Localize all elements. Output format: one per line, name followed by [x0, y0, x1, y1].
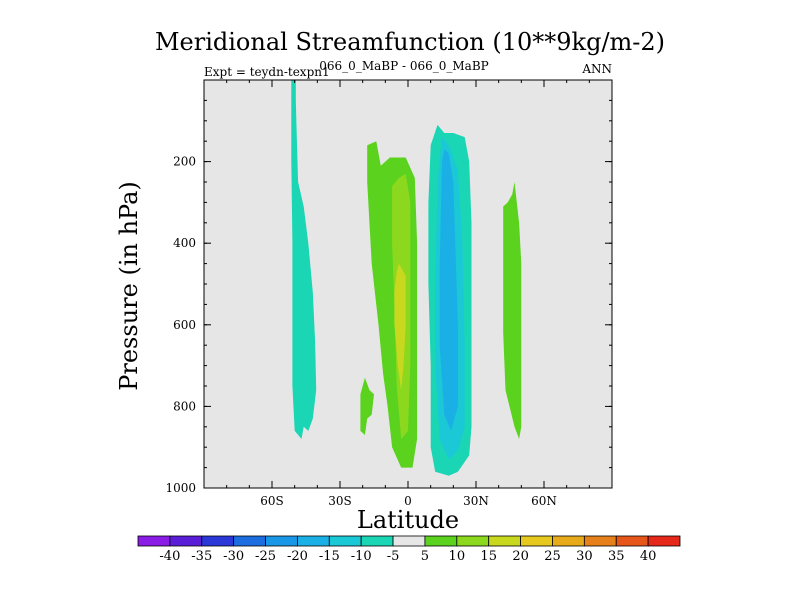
x-axis-title: Latitude	[357, 506, 459, 534]
colorbar-swatch	[647, 535, 681, 547]
y-tick-label: 400	[173, 236, 196, 250]
colorbar-label: 40	[640, 549, 657, 564]
y-tick-label: 200	[173, 155, 196, 169]
colorbar-label: -5	[387, 549, 400, 564]
x-axis: 60S 30S 0 30N 60N	[260, 80, 557, 508]
x-tick-label: 60S	[260, 494, 284, 508]
y-axis-title: Pressure (in hPa)	[115, 181, 143, 391]
colorbar-swatch	[615, 535, 649, 547]
colorbar-label: 30	[576, 549, 593, 564]
chart-subtitle-right: ANN	[581, 62, 612, 76]
colorbar-swatch	[456, 535, 490, 547]
contour-regions	[291, 80, 522, 476]
contour-region-cell-equator-15	[394, 263, 406, 391]
colorbar-label: 5	[421, 549, 429, 564]
colorbar-swatch	[392, 535, 426, 547]
colorbar-swatch	[137, 535, 171, 547]
colorbar-label: -35	[191, 549, 212, 564]
colorbar-label: -40	[159, 549, 180, 564]
colorbar-label: -20	[287, 549, 308, 564]
colorbar-label: 15	[480, 549, 497, 564]
colorbar-swatch	[297, 535, 330, 547]
y-tick-label: 800	[173, 399, 196, 413]
chart-title: Meridional Streamfunction (10**9kg/m-2)	[155, 28, 665, 56]
contour-region-cell-60s	[291, 80, 317, 439]
colorbar-swatch	[583, 535, 617, 547]
colorbar-label: -30	[223, 549, 244, 564]
colorbar-label: -25	[255, 549, 276, 564]
x-tick-label: 30S	[328, 494, 352, 508]
colorbar-swatch	[360, 535, 394, 547]
y-tick-label: 1000	[165, 481, 196, 495]
x-tick-label: 30N	[463, 494, 489, 508]
chart-subtitle-center: 066_0_MaBP - 066_0_MaBP	[319, 59, 488, 73]
colorbar-label: 20	[512, 549, 529, 564]
chart-subtitle-left: Expt = teydn-texpn1	[204, 65, 330, 79]
colorbar-swatch	[265, 535, 298, 547]
colorbar-swatch	[328, 535, 362, 547]
x-tick-label: 60N	[531, 494, 557, 508]
colorbar: -40 -35 -30 -25 -20 -15 -10 -5 5 10 15 20 25 30 35 40	[137, 535, 681, 564]
contour-region-cell-nh-20	[439, 149, 458, 431]
colorbar-swatch	[233, 535, 266, 547]
y-axis: 200 400 600 800 1000	[165, 155, 612, 495]
colorbar-swatch	[201, 535, 235, 547]
colorbar-label: -15	[319, 549, 340, 564]
colorbar-label: 25	[544, 549, 561, 564]
colorbar-swatch	[169, 535, 203, 547]
colorbar-label: -10	[351, 549, 372, 564]
colorbar-swatch	[552, 535, 585, 547]
contour-region-cell-60n	[503, 182, 522, 439]
colorbar-label: 35	[608, 549, 625, 564]
colorbar-swatch	[424, 535, 458, 547]
colorbar-swatch	[520, 535, 553, 547]
y-tick-label: 600	[173, 318, 196, 332]
colorbar-swatch	[488, 535, 521, 547]
x-tick-label: 0	[404, 494, 412, 508]
colorbar-label: 10	[449, 549, 466, 564]
contour-region-cell-small-sh	[360, 377, 374, 435]
